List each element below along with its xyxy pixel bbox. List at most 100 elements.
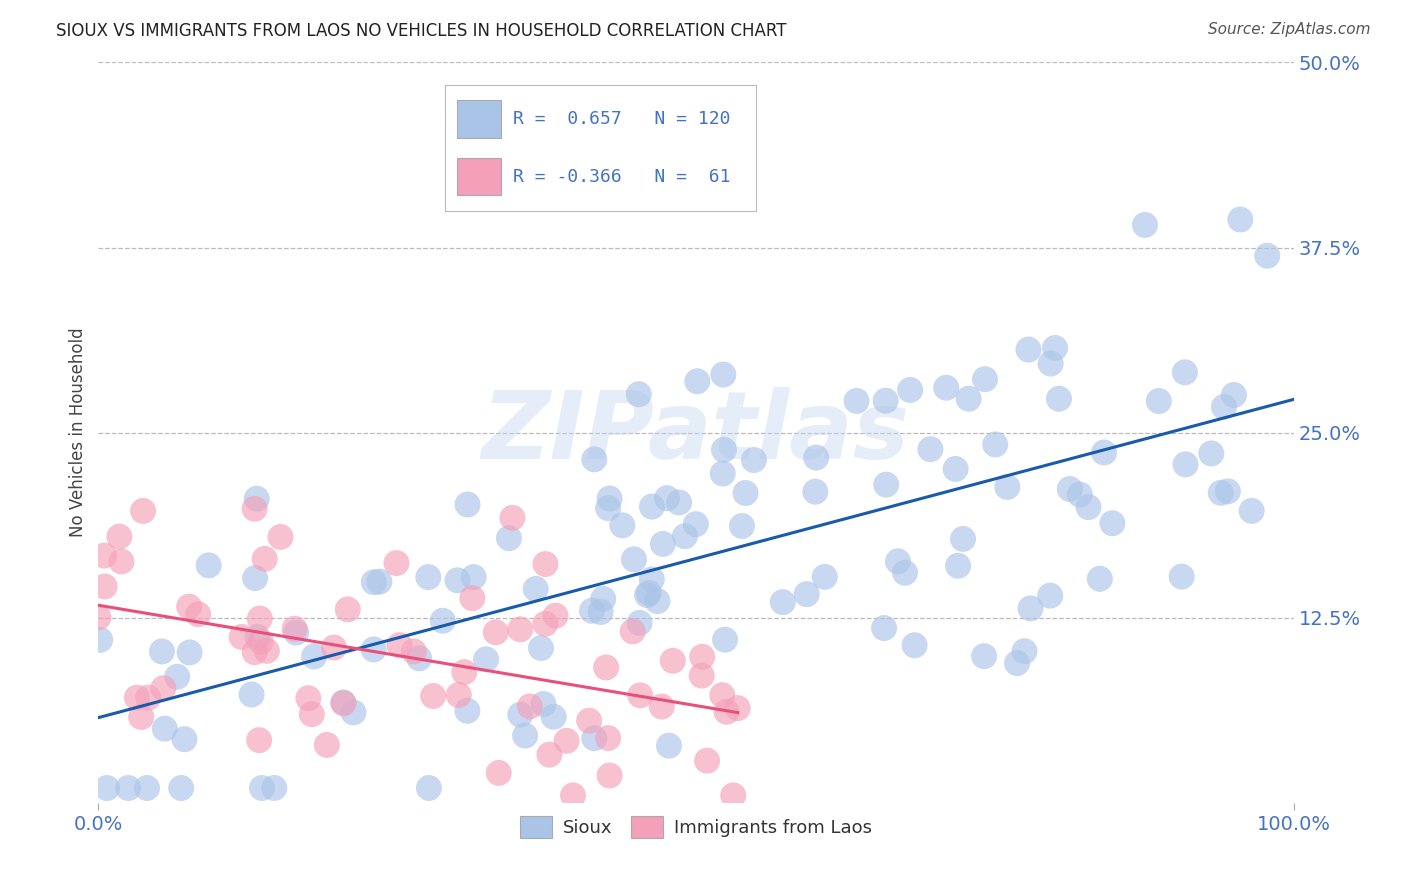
Point [974, 372, 997, 386]
Text: SIOUX VS IMMIGRANTS FROM LAOS NO VEHICLES IN HOUSEHOLD CORRELATION CHART: SIOUX VS IMMIGRANTS FROM LAOS NO VEHICLE… [56, 22, 787, 40]
Point [1017, 343, 1039, 357]
Point [250, 780, 273, 795]
Point [690, 668, 713, 682]
Point [651, 537, 673, 551]
Point [592, 591, 614, 606]
Point [898, 383, 921, 397]
Point [1170, 569, 1192, 583]
Point [544, 608, 567, 623]
Point [583, 731, 606, 746]
Point [772, 595, 794, 609]
Point [711, 467, 734, 481]
Legend: Sioux, Immigrants from Laos: Sioux, Immigrants from Laos [513, 809, 879, 846]
Point [509, 707, 531, 722]
Point [612, 518, 634, 533]
Point [668, 495, 690, 509]
Point [136, 690, 159, 705]
Point [796, 587, 818, 601]
Point [256, 644, 278, 658]
Point [894, 566, 917, 580]
Point [651, 699, 673, 714]
Point [485, 625, 508, 640]
Point [1077, 500, 1099, 515]
Point [173, 732, 195, 747]
Point [457, 498, 479, 512]
Point [935, 381, 957, 395]
Text: ZIPatlas: ZIPatlas [482, 386, 910, 479]
Point [243, 571, 266, 585]
Point [696, 754, 718, 768]
Point [716, 705, 738, 719]
Point [136, 780, 159, 795]
Point [543, 710, 565, 724]
Point [453, 665, 475, 680]
Point [446, 574, 468, 588]
Point [804, 484, 827, 499]
Point [498, 531, 520, 545]
Point [1043, 341, 1066, 355]
Point [246, 630, 269, 644]
Point [713, 442, 735, 457]
Point [887, 554, 910, 568]
Point [108, 530, 131, 544]
Point [129, 710, 152, 724]
Point [595, 660, 617, 674]
Point [243, 645, 266, 659]
Point [623, 552, 645, 566]
Point [583, 452, 606, 467]
Point [875, 393, 897, 408]
Point [253, 552, 276, 566]
Point [636, 588, 658, 602]
Point [945, 462, 967, 476]
Point [1229, 212, 1251, 227]
Point [302, 649, 325, 664]
Point [197, 558, 219, 573]
Point [685, 517, 707, 532]
Point [1209, 485, 1232, 500]
Point [596, 501, 619, 516]
Point [463, 570, 485, 584]
Point [530, 641, 553, 656]
Point [89, 632, 111, 647]
Point [1039, 589, 1062, 603]
Point [1005, 656, 1028, 670]
Point [166, 670, 188, 684]
Point [422, 689, 444, 703]
Point [581, 604, 603, 618]
Point [150, 644, 173, 658]
Point [589, 605, 612, 619]
Point [247, 733, 270, 747]
Point [814, 570, 837, 584]
Point [524, 582, 547, 596]
Point [599, 491, 621, 506]
Point [742, 453, 765, 467]
Point [285, 625, 308, 640]
Text: Source: ZipAtlas.com: Source: ZipAtlas.com [1208, 22, 1371, 37]
Point [93, 579, 115, 593]
Point [984, 437, 1007, 451]
Point [475, 652, 498, 666]
Point [132, 504, 155, 518]
Point [269, 530, 291, 544]
Point [249, 611, 271, 625]
Point [153, 722, 176, 736]
Point [509, 623, 531, 637]
Point [641, 573, 664, 587]
Point [179, 599, 201, 614]
Point [363, 642, 385, 657]
Point [995, 480, 1018, 494]
Point [957, 392, 980, 406]
Point [488, 765, 510, 780]
Point [804, 450, 827, 465]
Point [638, 586, 661, 600]
Point [727, 701, 749, 715]
Point [627, 387, 650, 401]
Point [538, 747, 561, 762]
Point [628, 689, 651, 703]
Point [973, 649, 995, 664]
Point [655, 491, 678, 505]
Point [1213, 400, 1236, 414]
Point [1039, 357, 1062, 371]
Point [711, 688, 734, 702]
Point [388, 638, 411, 652]
